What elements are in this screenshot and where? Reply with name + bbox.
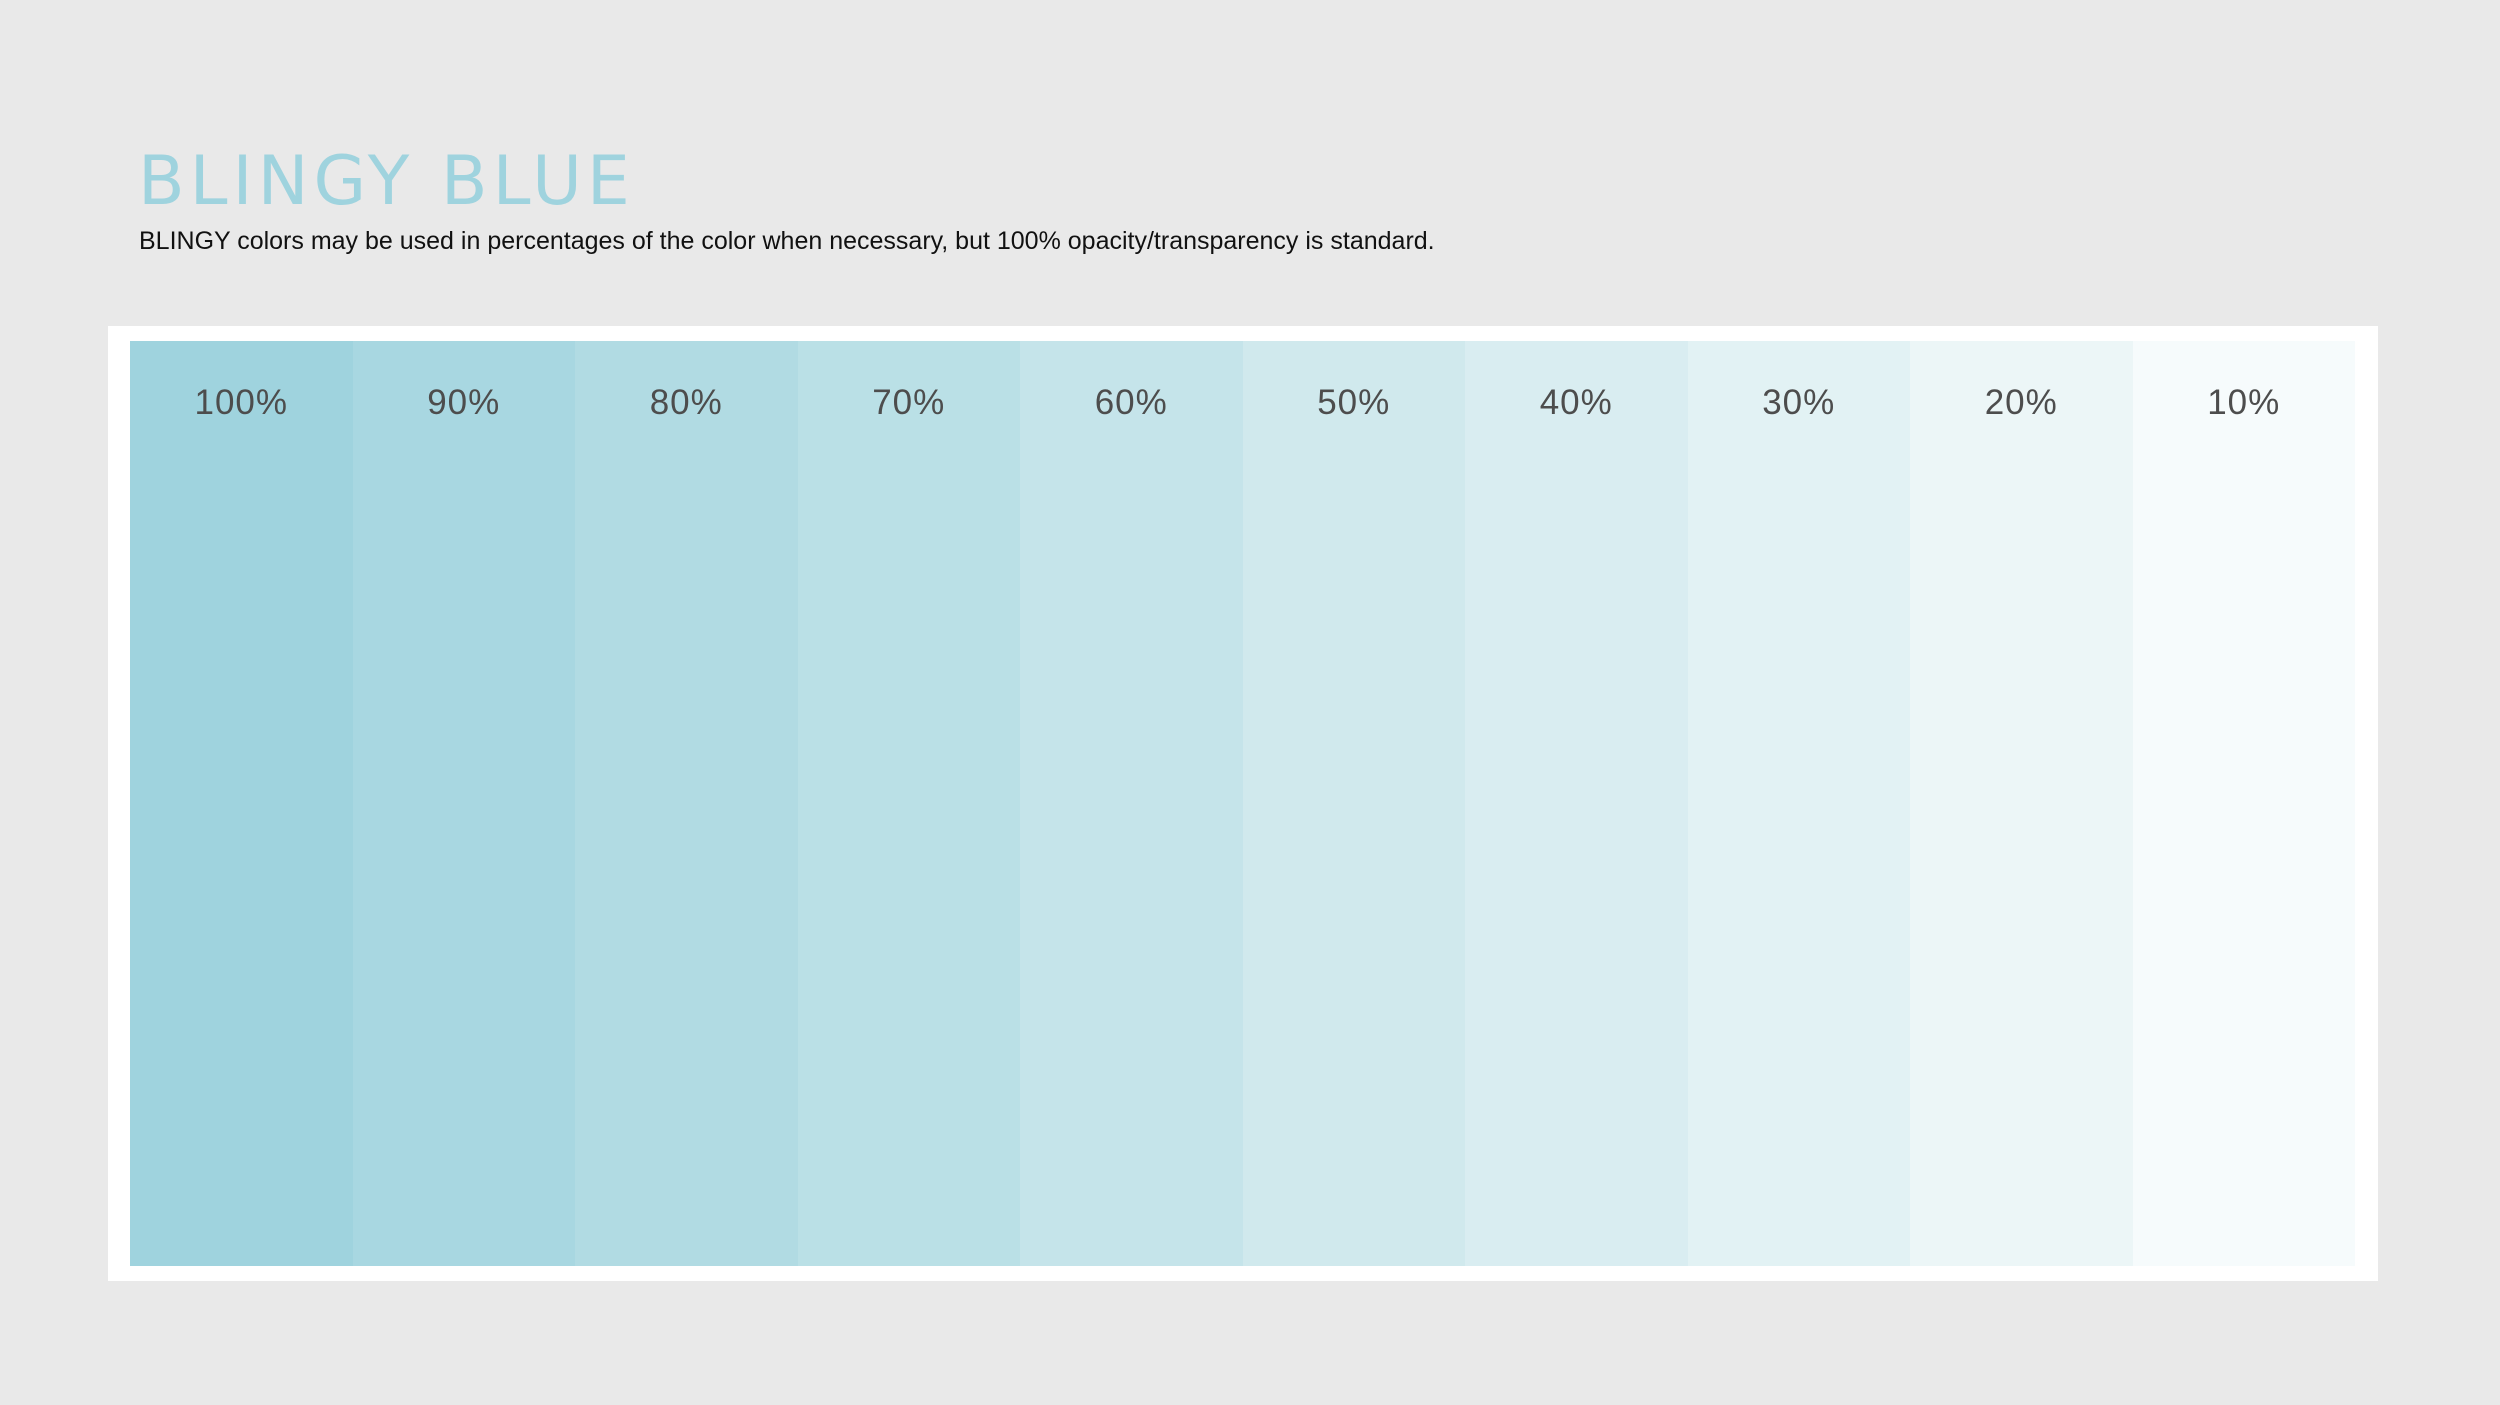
page-title: BLINGY BLUE [138, 142, 635, 221]
swatch-label: 30% [1762, 383, 1836, 422]
swatch-panel: 100% 90% 80% 70% 60% 50% 40% 30% 20% 10% [108, 326, 2378, 1281]
swatch-label: 60% [1094, 383, 1168, 422]
swatch-label: 50% [1317, 383, 1391, 422]
swatch-label: 100% [194, 383, 289, 422]
swatch-20: 20% [1910, 341, 2133, 1266]
swatch-label: 20% [1984, 383, 2058, 422]
swatch-70: 70% [797, 341, 1020, 1266]
swatch-label: 70% [872, 383, 946, 422]
swatch-label: 80% [649, 383, 723, 422]
page-subtitle: BLINGY colors may be used in percentages… [139, 227, 1435, 255]
swatch-label: 90% [427, 383, 501, 422]
swatch-label: 10% [2207, 383, 2281, 422]
swatch-100: 100% [130, 341, 353, 1266]
swatch-strip: 100% 90% 80% 70% 60% 50% 40% 30% 20% 10% [130, 341, 2355, 1266]
swatch-90: 90% [352, 341, 575, 1266]
swatch-80: 80% [575, 341, 798, 1266]
swatch-40: 40% [1465, 341, 1688, 1266]
swatch-10: 10% [2132, 341, 2355, 1266]
swatch-label: 40% [1539, 383, 1613, 422]
swatch-50: 50% [1242, 341, 1465, 1266]
swatch-30: 30% [1687, 341, 1910, 1266]
swatch-60: 60% [1020, 341, 1243, 1266]
